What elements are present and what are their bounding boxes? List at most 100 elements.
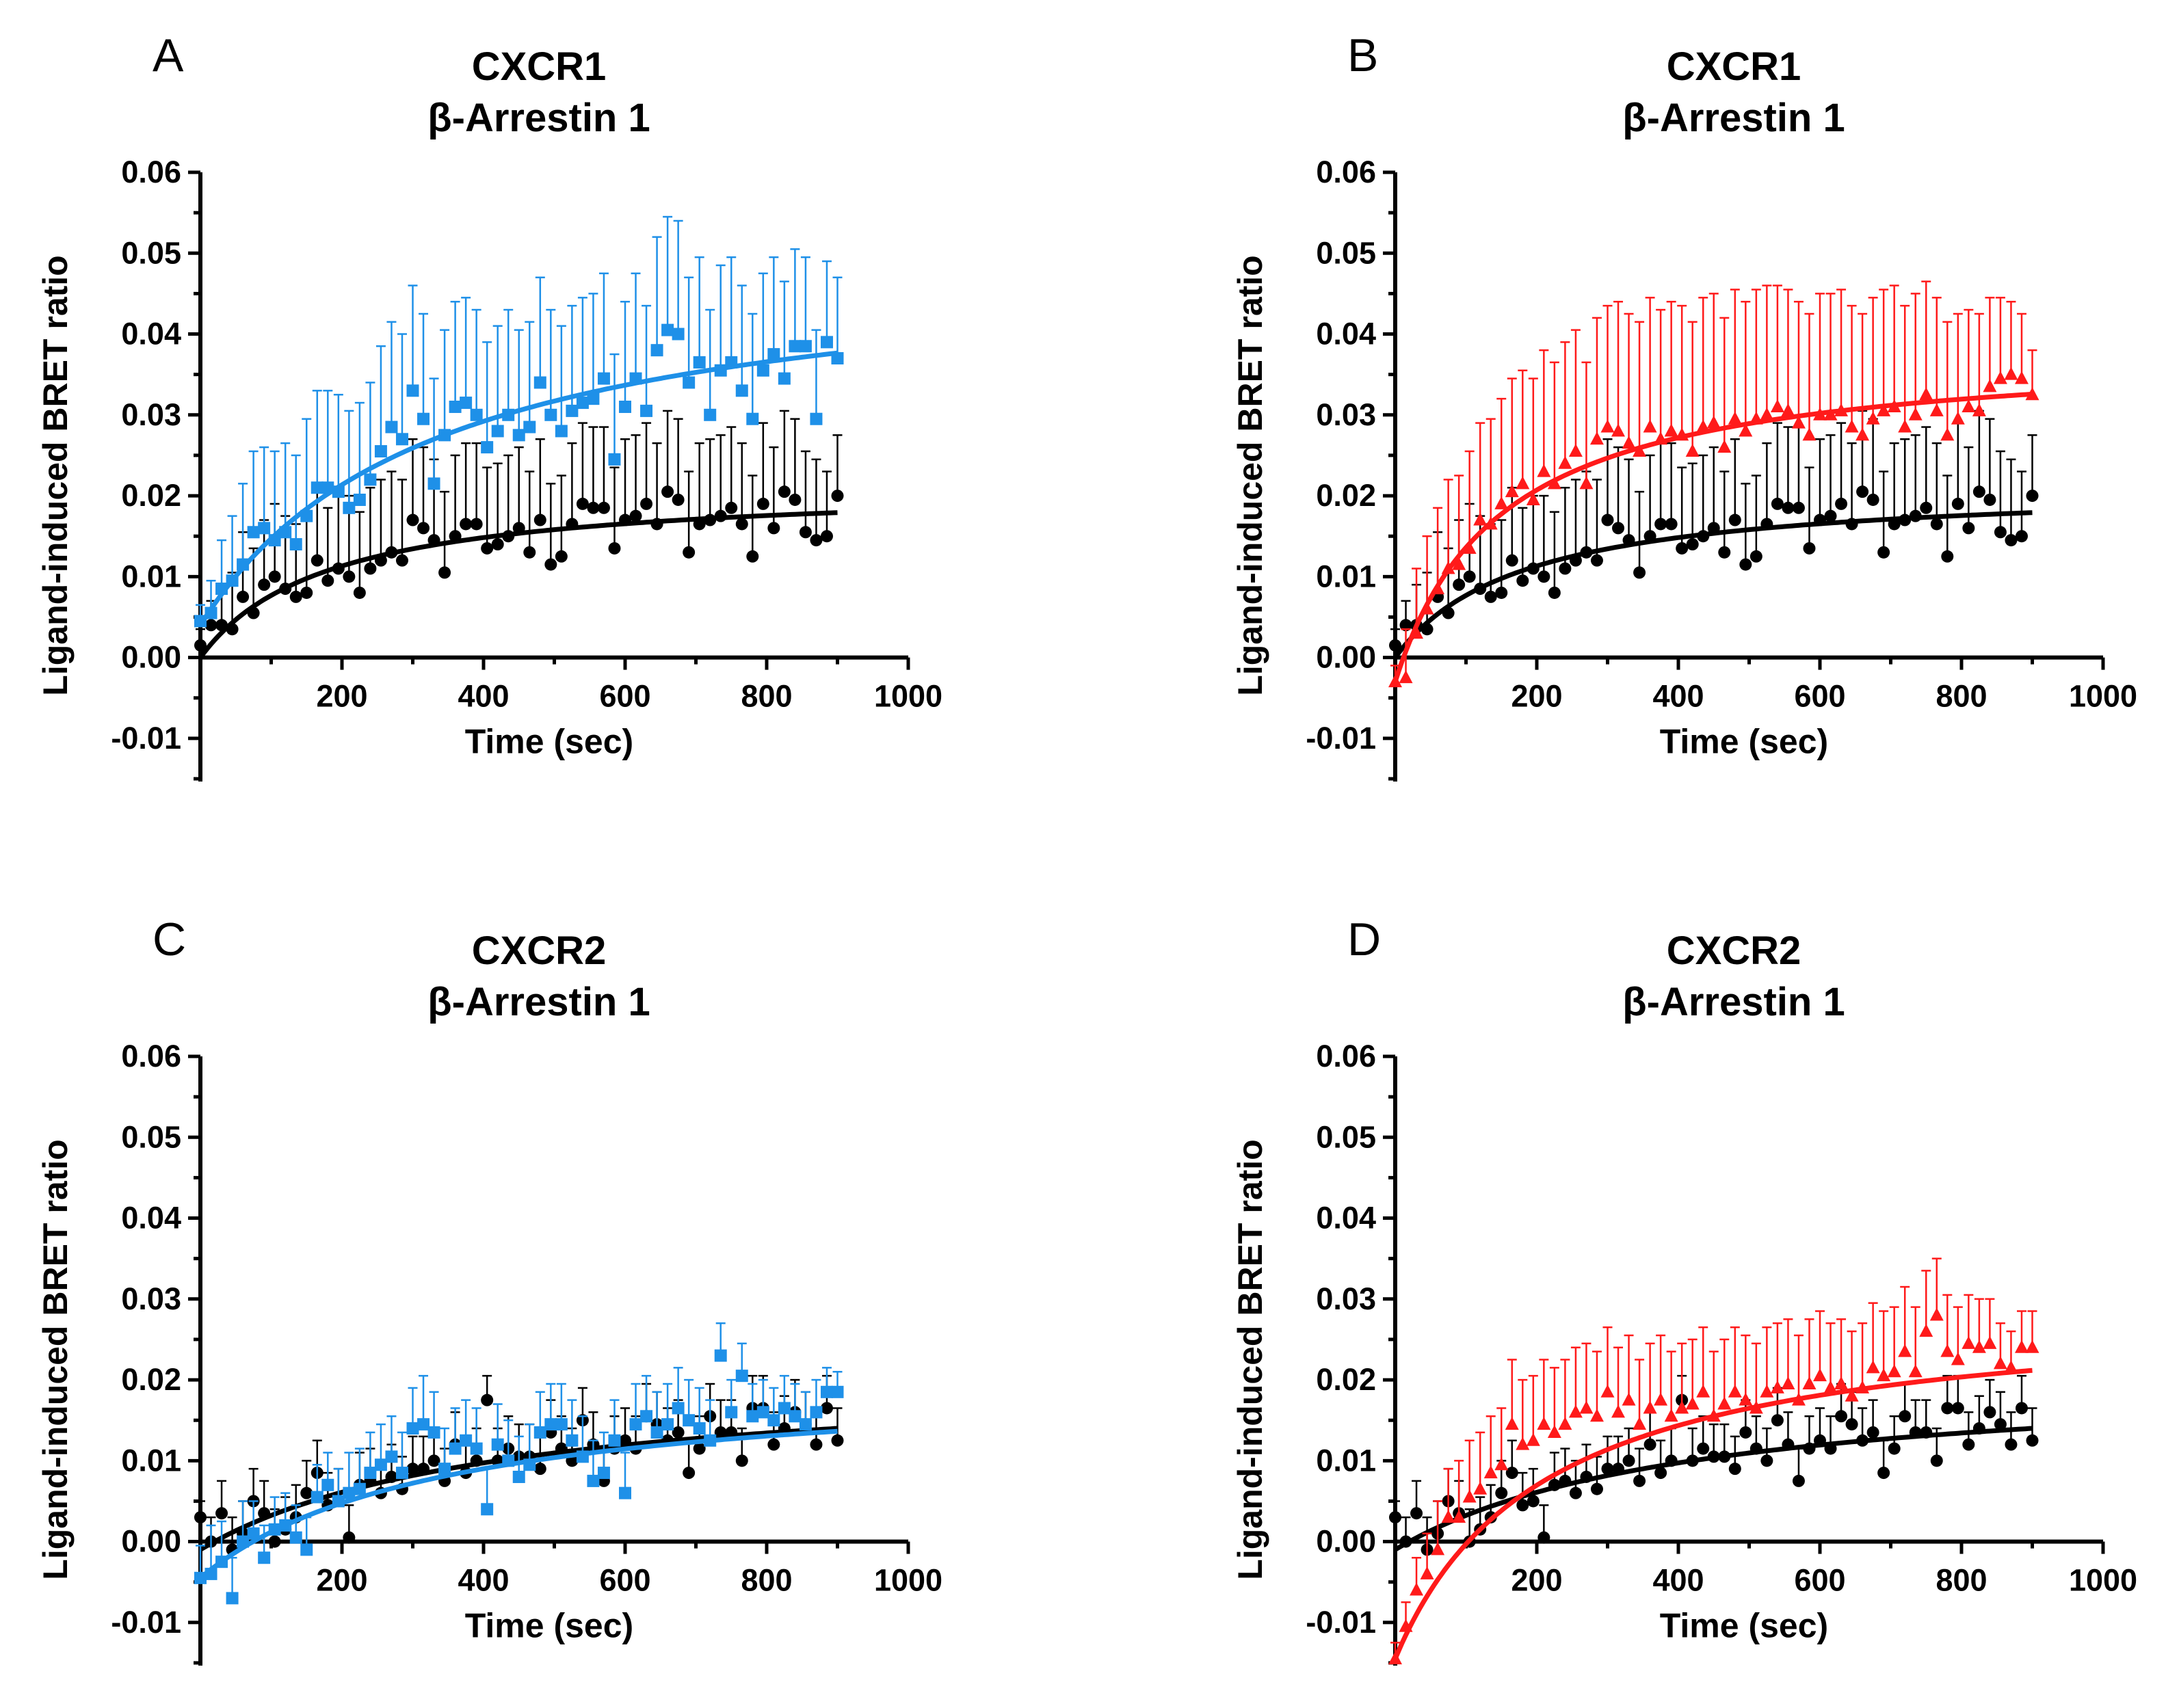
data-point <box>1431 581 1445 595</box>
data-point <box>1845 1388 1859 1402</box>
data-point <box>481 1503 494 1516</box>
data-point <box>1399 1535 1412 1548</box>
data-point <box>576 497 589 510</box>
data-point <box>502 1454 515 1467</box>
data-point <box>704 1434 717 1447</box>
data-point <box>194 1571 207 1584</box>
data-point <box>237 1535 250 1548</box>
data-point <box>1569 1486 1582 1499</box>
data-point <box>427 1454 440 1467</box>
data-point <box>1473 1481 1488 1495</box>
data-point <box>640 497 653 510</box>
data-point <box>1410 1507 1423 1520</box>
data-point <box>1791 1392 1806 1406</box>
data-point <box>1951 497 1964 510</box>
y-tick-label: 0.06 <box>1316 155 1376 189</box>
data-point <box>1473 512 1488 526</box>
data-point <box>714 1349 727 1362</box>
data-point <box>481 1393 494 1406</box>
y-tick-label: 0.04 <box>121 317 181 351</box>
data-point <box>704 408 717 421</box>
series-treated <box>194 215 844 628</box>
data-point <box>438 1463 451 1476</box>
data-point <box>204 606 217 619</box>
data-point <box>417 1463 430 1476</box>
data-point <box>2015 1402 2028 1415</box>
data-point <box>735 1370 748 1383</box>
data-point <box>1388 1651 1402 1665</box>
series-treated <box>1388 1257 2039 1665</box>
data-point <box>1462 540 1477 554</box>
data-point <box>1389 639 1401 652</box>
x-tick-label: 1000 <box>874 679 942 714</box>
data-point <box>1888 518 1901 531</box>
data-point <box>767 1414 780 1427</box>
data-point <box>1983 493 1996 506</box>
data-point <box>1899 513 1912 526</box>
data-point <box>1792 1474 1805 1487</box>
data-point <box>268 534 281 547</box>
y-tick-label: 0.02 <box>121 1362 181 1397</box>
data-point <box>1728 513 1741 526</box>
data-point <box>619 1434 631 1447</box>
data-point <box>820 1385 833 1398</box>
panel-d: D CXCR2 β-Arrestin 1 0.06 0.05 0.04 0.03 0.02 0.… <box>1231 913 2137 1666</box>
data-point <box>778 485 791 498</box>
data-point <box>438 566 451 579</box>
data-point <box>1962 522 1975 535</box>
y-tick-label: 0.00 <box>1316 1524 1376 1559</box>
x-tick-label: 800 <box>741 679 792 714</box>
panel-letter: B <box>1347 29 1378 81</box>
data-point <box>1697 530 1710 543</box>
data-point <box>533 513 546 526</box>
data-point <box>1537 1531 1550 1544</box>
y-tick-label: 0.05 <box>1316 235 1376 270</box>
data-point <box>1420 601 1434 615</box>
data-point <box>1633 444 1647 457</box>
data-point <box>672 328 685 341</box>
data-point <box>1526 1432 1540 1446</box>
x-tick-label: 200 <box>316 679 367 714</box>
data-point <box>1441 1510 1455 1523</box>
data-point <box>1877 1368 1891 1382</box>
data-point <box>1431 1542 1445 1556</box>
data-point <box>566 1434 579 1447</box>
data-point <box>300 586 313 599</box>
data-point <box>215 1507 228 1520</box>
data-point <box>1887 1364 1901 1378</box>
y-tick-label: 0.06 <box>121 155 181 189</box>
panel-a: A CXCR1 β-Arrestin 1 0.06 0.05 0.04 0.03 0.02 0.… <box>36 29 942 782</box>
data-point <box>481 542 494 555</box>
data-point <box>1845 518 1858 531</box>
data-point <box>576 1450 589 1463</box>
data-point <box>597 501 610 514</box>
data-point <box>289 590 302 603</box>
data-point <box>1749 1442 1762 1455</box>
y-tick-label: 0.04 <box>1316 1201 1376 1236</box>
chart-subtitle: β-Arrestin 1 <box>427 980 650 1024</box>
data-point <box>417 522 430 535</box>
data-point <box>1929 403 1944 416</box>
data-point <box>1622 436 1636 449</box>
data-point <box>226 1592 239 1605</box>
x-tick-label: 800 <box>1936 1563 1987 1598</box>
data-point <box>831 490 844 503</box>
panel-letter: C <box>153 913 186 965</box>
data-point <box>237 558 250 571</box>
data-point <box>1908 407 1923 421</box>
data-point <box>587 392 600 405</box>
data-point <box>406 1463 419 1476</box>
data-point <box>1834 403 1849 416</box>
data-point <box>1558 455 1572 469</box>
data-point <box>258 1551 271 1564</box>
data-point <box>629 372 642 385</box>
data-point <box>1983 1406 1996 1419</box>
data-point <box>204 1567 217 1580</box>
data-point <box>629 509 642 522</box>
data-point <box>449 1442 462 1455</box>
data-point <box>1803 1442 1816 1455</box>
data-point <box>576 397 589 410</box>
data-point <box>693 356 706 369</box>
data-point <box>1760 407 1774 421</box>
y-tick-label: 0.06 <box>1316 1039 1376 1073</box>
